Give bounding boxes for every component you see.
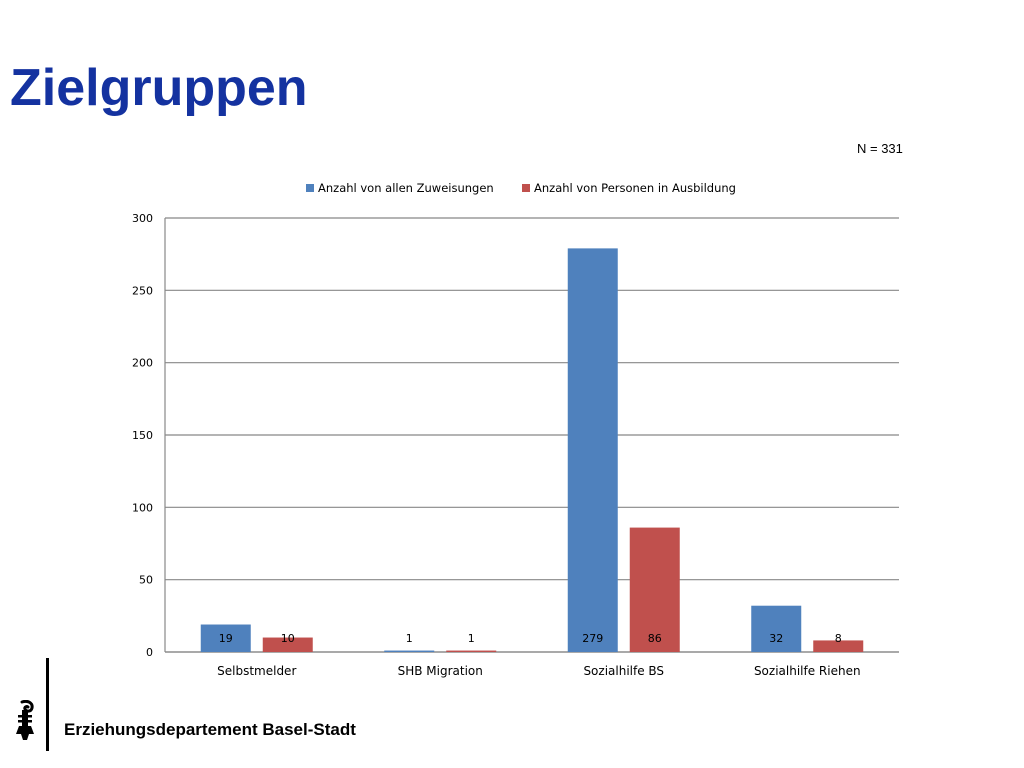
x-tick-label: SHB Migration	[398, 664, 483, 678]
legend-label: Anzahl von allen Zuweisungen	[318, 181, 494, 195]
bar	[384, 650, 435, 652]
legend-label: Anzahl von Personen in Ausbildung	[534, 181, 736, 195]
bar	[567, 248, 618, 652]
data-label: 1	[468, 632, 475, 645]
data-label: 279	[582, 632, 603, 645]
bar	[446, 650, 497, 652]
y-tick-label: 0	[146, 646, 153, 659]
legend-swatch	[522, 184, 530, 192]
data-label: 32	[769, 632, 783, 645]
x-tick-label: Sozialhilfe BS	[583, 664, 664, 678]
data-label: 10	[281, 632, 295, 645]
data-label: 19	[219, 632, 233, 645]
y-tick-label: 100	[132, 501, 153, 514]
page-title: Zielgruppen	[10, 59, 308, 117]
bar	[813, 640, 864, 652]
y-tick-label: 200	[132, 357, 153, 370]
bar	[200, 624, 251, 652]
bar	[262, 637, 313, 652]
sample-size-note: N = 331	[857, 141, 903, 156]
x-tick-label: Sozialhilfe Riehen	[754, 664, 861, 678]
y-tick-label: 150	[132, 429, 153, 442]
data-label: 86	[648, 632, 662, 645]
legend-swatch	[306, 184, 314, 192]
bar-chart: 0 50 100 150 200 250 300 19 10 Selbstmelder 1 1 SHB …	[132, 181, 899, 678]
data-label: 8	[835, 632, 842, 645]
y-tick-label: 50	[139, 574, 153, 587]
data-label: 1	[406, 632, 413, 645]
footer-divider	[46, 658, 49, 751]
bar	[629, 527, 680, 652]
basel-staff-icon	[16, 700, 34, 740]
x-tick-label: Selbstmelder	[217, 664, 296, 678]
y-tick-label: 300	[132, 212, 153, 225]
y-tick-label: 250	[132, 284, 153, 297]
bar	[751, 605, 802, 652]
footer-organization: Erziehungsdepartement Basel-Stadt	[64, 720, 356, 739]
